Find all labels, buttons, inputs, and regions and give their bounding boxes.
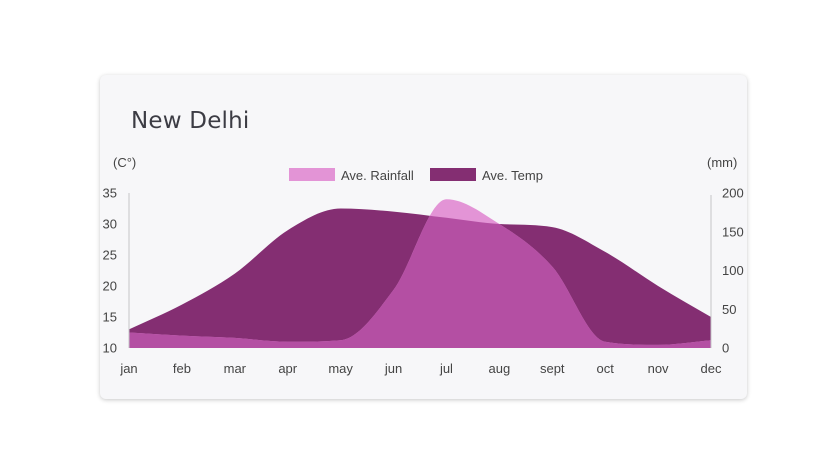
y-left-tick-label: 35 [103,186,117,201]
y-right-axis-label: (mm) [707,155,737,170]
legend-swatch-ave-rainfall[interactable] [289,168,335,181]
y-left-tick-label: 25 [103,248,117,263]
chart-plot-area [129,199,711,348]
y-right-tick-label: 0 [722,341,729,356]
chart-title: New Delhi [131,108,250,134]
x-tick-label: oct [597,361,615,376]
x-tick-label: dec [701,361,722,376]
chart-axes: 10 15 20 25 30 35 0 50 100 150 200 jan feb mar apr may j… [103,155,744,376]
x-tick-label: jun [384,361,402,376]
y-left-axis-label: (C°) [113,155,136,170]
x-tick-label: nov [648,361,669,376]
x-tick-label: may [328,361,353,376]
y-left-tick-label: 15 [103,310,117,325]
x-tick-label: jan [119,361,137,376]
x-tick-label: aug [489,361,511,376]
series-overlap-area [129,208,711,348]
legend-swatch-ave-temp[interactable] [430,168,476,181]
y-right-tick-label: 50 [722,302,736,317]
y-left-tick-label: 30 [103,217,117,232]
y-right-tick-label: 200 [722,186,744,201]
y-right-tick-label: 100 [722,263,744,278]
x-tick-label: feb [173,361,191,376]
legend-label-ave-rainfall[interactable]: Ave. Rainfall [341,168,414,183]
x-tick-label: mar [224,361,247,376]
x-tick-label: sept [540,361,565,376]
x-tick-label: apr [278,361,297,376]
y-right-tick-label: 150 [722,224,744,239]
y-left-tick-label: 20 [103,279,117,294]
y-left-tick-label: 10 [103,341,117,356]
chart-legend[interactable]: Ave. Rainfall Ave. Temp [289,168,543,183]
legend-label-ave-temp[interactable]: Ave. Temp [482,168,543,183]
x-tick-label: jul [439,361,453,376]
